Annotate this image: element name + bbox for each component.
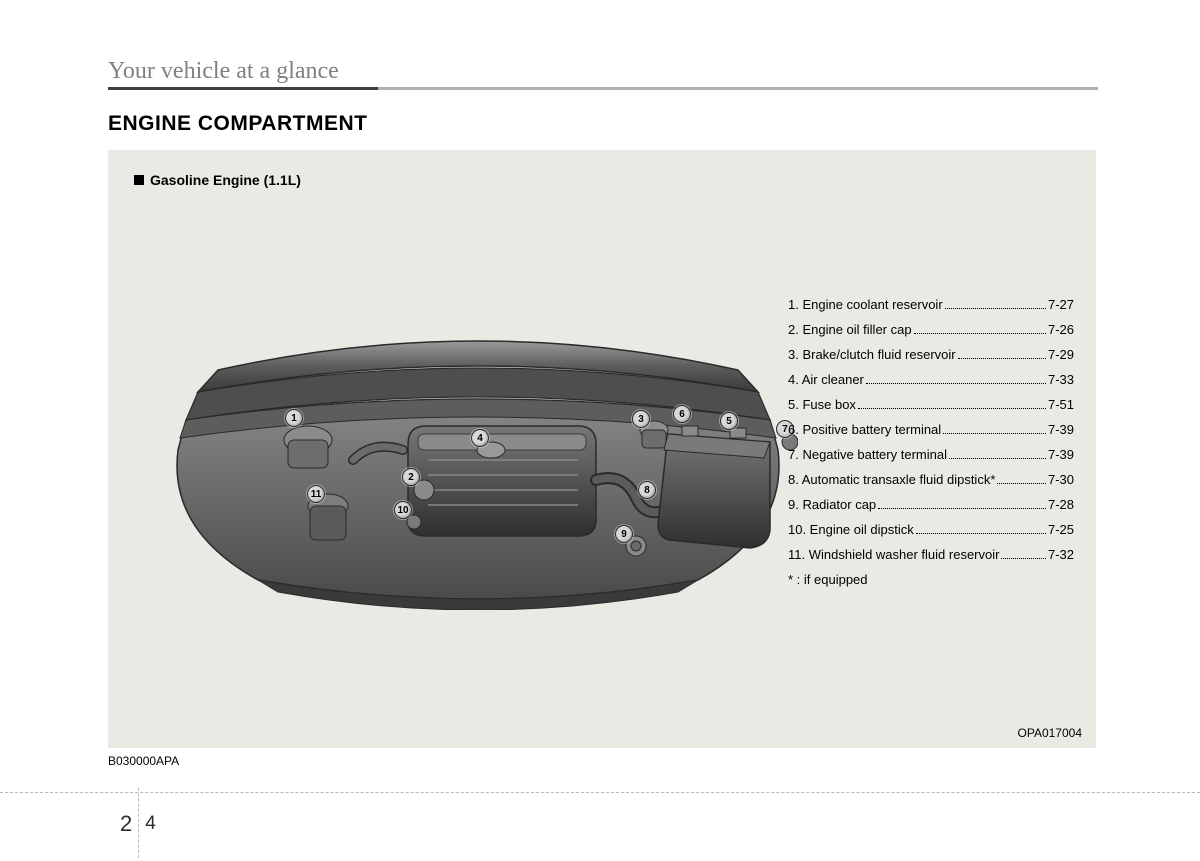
legend-row: 5. Fuse box 7-51 (788, 398, 1074, 412)
legend-label: 6. Positive battery terminal (788, 423, 941, 436)
legend-leader-dots (1001, 549, 1046, 559)
footer-dashed-rule (0, 792, 1200, 793)
legend-page-ref: 7-39 (1048, 448, 1074, 461)
procedure-code: B030000APA (108, 754, 1098, 768)
page-number-group: 2 4 (120, 802, 156, 846)
legend-page-ref: 7-30 (1048, 473, 1074, 486)
legend-row: 1. Engine coolant reservoir 7-27 (788, 298, 1074, 312)
engine-illustration (158, 330, 798, 610)
engine-diagram: 1234567891011 (158, 330, 798, 610)
square-bullet-icon (134, 175, 144, 185)
legend-page-ref: 7-29 (1048, 348, 1074, 361)
callout-marker: 4 (471, 429, 489, 447)
callout-marker: 10 (394, 501, 412, 519)
chapter-title: Your vehicle at a glance (108, 58, 1098, 87)
legend-row: 8. Automatic transaxle fluid dipstick* 7-… (788, 473, 1074, 487)
section-title: ENGINE COMPARTMENT (108, 112, 1098, 136)
legend-leader-dots (916, 524, 1046, 534)
legend-page-ref: 7-39 (1048, 423, 1074, 436)
legend-page-ref: 7-32 (1048, 548, 1074, 561)
legend-leader-dots (914, 324, 1046, 334)
legend-leader-dots (878, 499, 1046, 509)
variant-label: Gasoline Engine (1.1L) (150, 172, 301, 188)
legend-list: 1. Engine coolant reservoir 7-27 2. Engine… (788, 298, 1074, 586)
legend-leader-dots (949, 449, 1046, 459)
legend-label: 8. Automatic transaxle fluid dipstick* (788, 473, 995, 486)
legend-label: 11. Windshield washer fluid reservoir (788, 548, 999, 561)
legend-leader-dots (858, 399, 1046, 409)
legend-page-ref: 7-26 (1048, 323, 1074, 336)
section-number: 2 (120, 811, 138, 837)
legend-row: 11. Windshield washer fluid reservoir 7-3… (788, 548, 1074, 562)
figure-box: Gasoline Engine (1.1L) (108, 150, 1096, 748)
legend-leader-dots (958, 349, 1046, 359)
legend-row: 4. Air cleaner 7-33 (788, 373, 1074, 387)
callout-marker: 2 (402, 468, 420, 486)
legend-row: 3. Brake/clutch fluid reservoir 7-29 (788, 348, 1074, 362)
callout-marker: 6 (673, 405, 691, 423)
callout-marker: 1 (285, 409, 303, 427)
legend-label: 7. Negative battery terminal (788, 448, 947, 461)
figure-code: OPA017004 (1018, 726, 1083, 740)
manual-page: Your vehicle at a glance ENGINE COMPARTM… (108, 58, 1098, 768)
legend-label: 9. Radiator cap (788, 498, 876, 511)
callout-marker: 11 (307, 485, 325, 503)
legend-leader-dots (997, 474, 1046, 484)
page-number: 4 (139, 813, 156, 835)
legend-page-ref: 7-27 (1048, 298, 1074, 311)
legend-leader-dots (943, 424, 1046, 434)
heading-rule (108, 87, 1098, 90)
legend-label: 3. Brake/clutch fluid reservoir (788, 348, 956, 361)
legend-label: 1. Engine coolant reservoir (788, 298, 943, 311)
legend-row: 7. Negative battery terminal 7-39 (788, 448, 1074, 462)
page-footer: 2 4 (0, 792, 1200, 793)
legend-row: 6. Positive battery terminal 7-39 (788, 423, 1074, 437)
legend-label: 2. Engine oil filler cap (788, 323, 912, 336)
legend-footnote: * : if equipped (788, 573, 1074, 586)
callout-marker: 8 (638, 481, 656, 499)
legend-label: 4. Air cleaner (788, 373, 864, 386)
legend-label: 5. Fuse box (788, 398, 856, 411)
legend-label: 10. Engine oil dipstick (788, 523, 914, 536)
legend-leader-dots (945, 299, 1046, 309)
callout-marker: 3 (632, 410, 650, 428)
legend-page-ref: 7-33 (1048, 373, 1074, 386)
legend-row: 9. Radiator cap 7-28 (788, 498, 1074, 512)
legend-leader-dots (866, 374, 1046, 384)
legend-page-ref: 7-28 (1048, 498, 1074, 511)
legend-row: 2. Engine oil filler cap 7-26 (788, 323, 1074, 337)
callout-marker: 5 (720, 412, 738, 430)
legend-page-ref: 7-25 (1048, 523, 1074, 536)
variant-label-row: Gasoline Engine (1.1L) (134, 172, 301, 188)
legend-row: 10. Engine oil dipstick 7-25 (788, 523, 1074, 537)
legend-page-ref: 7-51 (1048, 398, 1074, 411)
callout-marker: 9 (615, 525, 633, 543)
